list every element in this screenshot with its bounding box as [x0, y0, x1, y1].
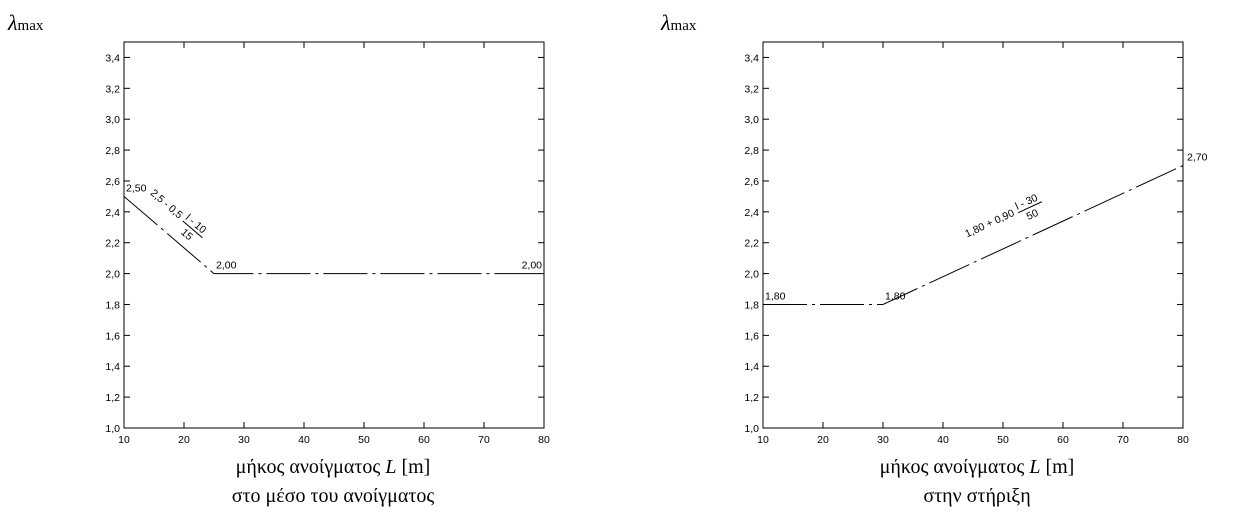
y-tick-label: 1,2 — [105, 392, 120, 404]
x-tick-label: 40 — [298, 434, 310, 446]
y-tick-label: 3,2 — [744, 83, 759, 95]
y-tick-label: 2,6 — [105, 176, 120, 188]
y-tick-label: 1,6 — [105, 330, 120, 342]
x-tick-label: 70 — [478, 434, 490, 446]
y-axis-label: λmax — [660, 10, 697, 35]
y-tick-label: 1,0 — [105, 423, 120, 435]
series-line — [123, 196, 544, 275]
y-tick-label: 2,4 — [744, 207, 759, 219]
x-axis-label: μήκος ανοίγματος L [m] — [880, 456, 1075, 478]
formula-prefix: 2,5 - 0,5 — [148, 187, 185, 221]
chart-subtitle: στην στήριξη — [923, 485, 1030, 507]
y-tick-label: 1,4 — [744, 361, 759, 373]
series-line — [763, 165, 1184, 305]
y-tick-label: 2,4 — [105, 207, 120, 219]
y-tick-label: 1,2 — [744, 392, 759, 404]
x-tick-label: 80 — [538, 434, 550, 446]
point-label: 1,80 — [885, 290, 906, 302]
y-tick-label: 2,0 — [105, 269, 120, 281]
y-tick-label: 2,6 — [744, 176, 759, 188]
formula-prefix: 1,80 + 0,90 — [963, 207, 1016, 240]
y-tick-label: 1,8 — [744, 299, 759, 311]
formula-denominator: 50 — [1025, 207, 1041, 223]
formula-fraction-bar — [1017, 201, 1043, 214]
point-label: 2,50 — [126, 182, 147, 194]
chart-panel-1: 1,0 1,2 1,4 1,6 1,8 2,0 2,2 2,4 2,6 2,8 3,0 3,2 3,4 1… — [7, 10, 550, 507]
x-tick-label: 60 — [418, 434, 430, 446]
x-tick-label: 30 — [877, 434, 889, 446]
x-tick-label: 40 — [937, 434, 949, 446]
y-tick-label: 3,2 — [105, 83, 120, 95]
x-tick-label: 80 — [1177, 434, 1189, 446]
x-tick-label: 50 — [358, 434, 370, 446]
plot-frame — [762, 41, 1184, 429]
y-tick-label: 1,0 — [744, 423, 759, 435]
x-tick-label: 70 — [1117, 434, 1129, 446]
x-tick-label: 50 — [997, 434, 1009, 446]
x-axis-label: μήκος ανοίγματος L [m] — [236, 456, 431, 478]
point-label: 2,00 — [216, 260, 237, 272]
y-tick-label: 2,8 — [105, 145, 120, 157]
point-label: 2,00 — [522, 260, 543, 272]
x-tick-label: 20 — [817, 434, 829, 446]
x-tick-label: 10 — [118, 434, 130, 446]
y-tick-label: 2,2 — [105, 238, 120, 250]
x-tick-label: 30 — [238, 434, 250, 446]
y-tick-label: 2,8 — [744, 145, 759, 157]
y-tick-label: 3,4 — [105, 52, 120, 64]
y-axis-label: λmax — [7, 10, 44, 35]
y-tick-label: 3,0 — [105, 114, 120, 126]
x-tick-label: 10 — [757, 434, 769, 446]
y-tick-label: 1,6 — [744, 330, 759, 342]
y-tick-label: 1,4 — [105, 361, 120, 373]
y-tick-label: 2,0 — [744, 269, 759, 281]
point-label: 2,70 — [1187, 152, 1208, 164]
chart-panel-2: 1,0 1,2 1,4 1,6 1,8 2,0 2,2 2,4 2,6 2,8 3,0 3,2 3,4 1… — [660, 10, 1208, 507]
x-tick-label: 60 — [1057, 434, 1069, 446]
y-tick-label: 3,4 — [744, 52, 759, 64]
y-tick-label: 3,0 — [744, 114, 759, 126]
plot-frame — [123, 41, 545, 429]
x-tick-label: 20 — [178, 434, 190, 446]
formula-fraction-bar — [182, 220, 203, 239]
y-tick-label: 1,8 — [105, 299, 120, 311]
point-label: 1,80 — [765, 290, 786, 302]
y-tick-label: 2,2 — [744, 238, 759, 250]
chart-subtitle: στο μέσο του ανοίγματος — [232, 485, 435, 507]
